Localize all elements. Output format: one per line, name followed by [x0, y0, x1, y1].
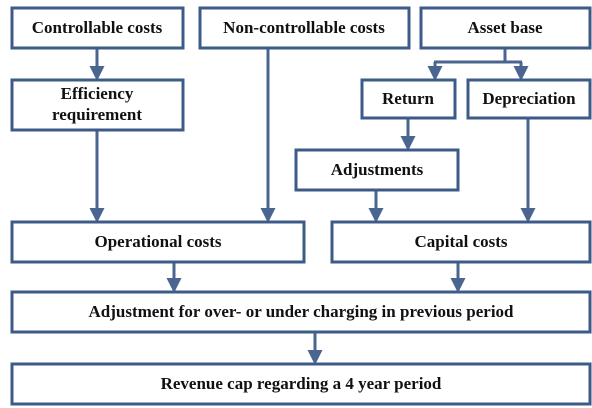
box: [419, 6, 592, 50]
box: [330, 220, 592, 264]
box: [10, 78, 185, 132]
node-label: Adjustment for over- or under charging i…: [88, 302, 514, 321]
node-label: Adjustments: [331, 160, 424, 179]
box: [360, 78, 457, 120]
box: [10, 6, 185, 50]
box: [10, 220, 306, 264]
box: [10, 290, 592, 334]
box: [466, 78, 592, 120]
node-label: Asset base: [467, 18, 543, 37]
node-label: Efficiency: [61, 84, 134, 103]
node-label: Controllable costs: [32, 18, 163, 37]
box: [10, 362, 592, 406]
node-label: requirement: [52, 105, 142, 124]
node-label: Non-controllable costs: [223, 18, 385, 37]
node-label: Capital costs: [414, 232, 507, 251]
node-label: Return: [382, 89, 434, 108]
node-label: Operational costs: [94, 232, 221, 251]
box: [294, 148, 460, 192]
arrows: [89, 48, 536, 365]
node-label: Depreciation: [482, 89, 576, 108]
node-label: Revenue cap regarding a 4 year period: [161, 374, 442, 393]
box: [198, 6, 411, 50]
